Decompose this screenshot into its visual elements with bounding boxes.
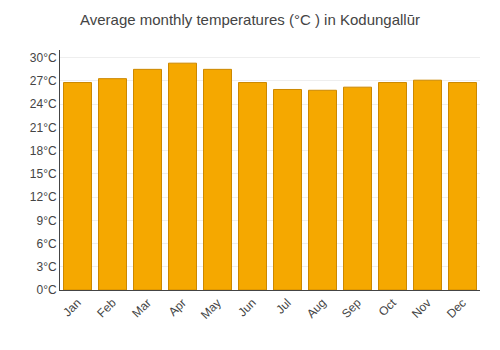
svg-text:24°C: 24°C bbox=[30, 97, 57, 111]
svg-text:0°C: 0°C bbox=[36, 283, 56, 297]
svg-text:9°C: 9°C bbox=[36, 214, 56, 228]
svg-text:Jul: Jul bbox=[273, 296, 294, 317]
svg-text:6°C: 6°C bbox=[36, 237, 56, 251]
svg-text:Apr: Apr bbox=[166, 296, 189, 319]
svg-text:Dec: Dec bbox=[444, 296, 469, 321]
svg-text:3°C: 3°C bbox=[36, 260, 56, 274]
svg-text:15°C: 15°C bbox=[30, 167, 57, 181]
svg-text:27°C: 27°C bbox=[30, 74, 57, 88]
svg-text:Oct: Oct bbox=[376, 295, 400, 319]
svg-text:Feb: Feb bbox=[94, 296, 119, 321]
svg-text:Nov: Nov bbox=[409, 296, 434, 321]
svg-text:Jun: Jun bbox=[235, 296, 259, 320]
svg-text:Mar: Mar bbox=[129, 296, 154, 321]
svg-text:30°C: 30°C bbox=[30, 51, 57, 65]
svg-text:Average monthly temperatures (: Average monthly temperatures (°C ) in Ko… bbox=[80, 11, 420, 28]
svg-text:21°C: 21°C bbox=[30, 121, 57, 135]
svg-text:18°C: 18°C bbox=[30, 144, 57, 158]
svg-text:12°C: 12°C bbox=[30, 190, 57, 204]
svg-text:Aug: Aug bbox=[304, 296, 329, 321]
svg-text:Jan: Jan bbox=[60, 296, 84, 320]
svg-text:Sep: Sep bbox=[339, 296, 364, 321]
svg-text:May: May bbox=[198, 296, 224, 322]
